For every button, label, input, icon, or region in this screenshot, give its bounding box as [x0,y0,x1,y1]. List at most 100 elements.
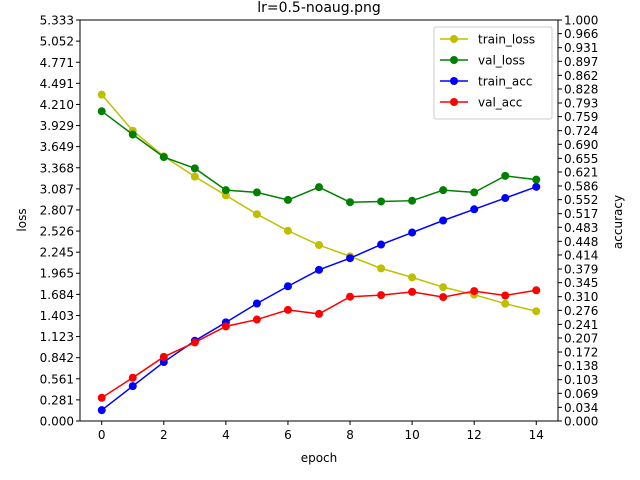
data-point-val_loss [159,153,168,162]
data-point-train_loss [377,264,386,273]
y-left-tick-label: 0.281 [40,393,74,407]
y-left-tick-label: 5.052 [40,35,74,49]
y-left-tick-label: 1.684 [40,288,74,302]
data-point-val_loss [190,164,199,173]
data-point-train_acc [439,216,448,225]
y-right-tick-label: 0.483 [564,221,598,235]
y-left-tick-label: 1.123 [40,330,74,344]
y-right-tick-label: 0.862 [564,69,598,83]
chart-title: lr=0.5-noaug.png [257,0,381,16]
y-right-tick-label: 0.517 [564,207,598,221]
y-left-tick-label: 4.210 [40,98,74,112]
data-point-val_acc [439,293,448,302]
data-point-val_loss [128,130,137,139]
legend-swatch-marker [450,56,458,64]
data-point-train_acc [346,254,355,263]
legend-swatch-marker [450,98,458,106]
y-left-tick-label: 3.929 [40,119,74,133]
x-tick-label: 14 [529,428,544,442]
y-right-tick-label: 0.966 [564,27,598,41]
x-tick-label: 0 [98,428,106,442]
y-right-tick-label: 0.655 [564,152,598,166]
data-point-val_loss [315,183,323,192]
data-point-val_acc [470,287,479,296]
y-right-tick-label: 0.414 [564,248,598,262]
data-point-train_acc [408,228,417,237]
y-left-tick-label: 0.561 [40,372,74,386]
data-point-val_acc [532,286,541,295]
data-point-train_loss [97,90,106,99]
y-left-tick-label: 3.368 [40,161,74,175]
series-train_acc [97,182,541,415]
series-layer [97,90,541,415]
y-right-tick-label: 0.828 [564,82,598,96]
x-axis-label: epoch [301,451,338,465]
data-point-val_acc [190,338,199,347]
data-point-val_loss [283,195,292,204]
y-right-tick-label: 0.207 [564,331,598,345]
data-point-val_loss [501,171,510,180]
legend: train_loss val_loss train_acc val_acc [433,26,553,120]
y-right-tick-label: 0.345 [564,276,598,290]
y-left-tick-label: 2.807 [40,203,74,217]
y-left-tick-label: 3.649 [40,140,74,154]
y-left-tick-label: 2.245 [40,246,74,260]
legend-item-val_loss: val_loss [440,54,525,68]
data-point-val_loss [470,188,479,197]
data-point-train_acc [315,265,323,274]
legend-label: train_loss [478,33,535,47]
data-point-val_loss [221,186,230,195]
legend-box [433,26,553,120]
data-point-val_acc [221,322,230,331]
data-point-train_loss [283,226,292,235]
data-point-train_acc [470,205,479,214]
x-tick-label: 4 [222,428,230,442]
y-right-tick-label: 0.241 [564,318,598,332]
y-right-tick-label: 0.138 [564,359,598,373]
data-point-train_loss [532,307,541,316]
legend-swatch-marker [450,35,458,43]
y-left-tick-label: 0.842 [40,351,74,365]
y-axis-right-label: accuracy [611,195,625,249]
y-axis-right-ticks: 0.0000.0340.0690.1030.1380.1720.2070.241… [558,14,598,429]
x-tick-label: 6 [284,428,292,442]
legend-label: val_acc [478,96,522,110]
data-point-val_acc [159,352,168,361]
y-right-tick-label: 0.034 [564,401,598,415]
y-right-tick-label: 0.621 [564,165,598,179]
data-point-val_loss [97,107,106,116]
y-right-tick-label: 0.276 [564,304,598,318]
data-point-train_loss [439,283,448,292]
legend-swatch-marker [450,77,458,85]
data-point-train_acc [377,240,386,249]
data-point-train_acc [128,382,137,391]
y-right-tick-label: 0.448 [564,235,598,249]
data-point-val_acc [128,373,137,382]
y-right-tick-label: 0.690 [564,138,598,152]
x-tick-label: 12 [467,428,482,442]
y-right-tick-label: 0.586 [564,180,598,194]
y-right-tick-label: 0.552 [564,193,598,207]
y-left-tick-label: 2.526 [40,225,74,239]
series-val_loss [97,107,541,207]
x-tick-label: 8 [346,428,354,442]
y-axis-left-label: loss [15,208,29,231]
y-left-tick-label: 4.491 [40,77,74,91]
y-right-tick-label: 0.069 [564,387,598,401]
data-point-train_loss [315,241,323,250]
data-point-train_acc [283,282,292,291]
data-point-train_acc [532,182,541,191]
y-right-tick-label: 0.897 [564,55,598,69]
y-left-tick-label: 1.403 [40,309,74,323]
data-point-val_acc [283,305,292,314]
x-axis-ticks: 0 2 4 6 8 10 12 14 [98,421,544,442]
data-point-val_acc [252,315,261,324]
data-point-val_loss [377,197,386,206]
y-right-tick-label: 0.931 [564,41,598,55]
data-point-val_loss [439,186,448,195]
data-point-train_loss [501,299,510,308]
legend-item-val_acc: val_acc [440,96,522,110]
y-left-tick-label: 0.000 [40,415,74,429]
series-val_acc [97,286,541,402]
